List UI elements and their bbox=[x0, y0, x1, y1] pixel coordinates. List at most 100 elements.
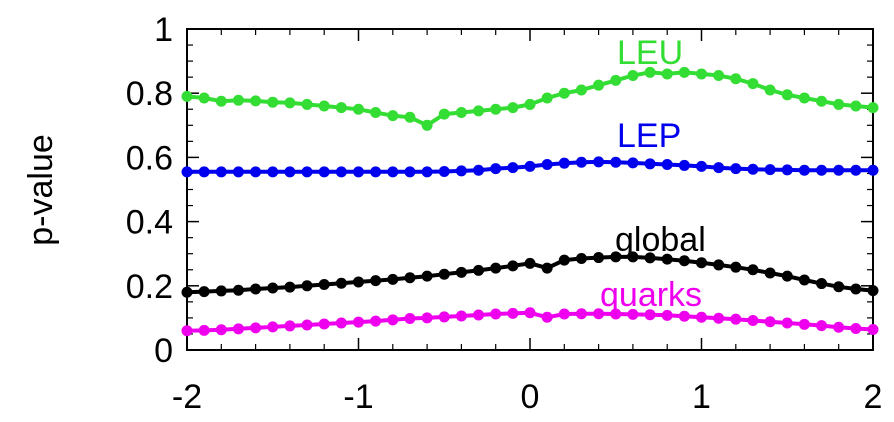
data-point-quarks bbox=[867, 323, 879, 335]
series-leu bbox=[181, 66, 879, 131]
data-point-leu bbox=[250, 95, 262, 107]
data-point-quarks bbox=[370, 315, 382, 327]
data-point-global bbox=[232, 284, 244, 296]
data-point-quarks bbox=[181, 325, 193, 337]
data-point-quarks bbox=[335, 317, 347, 329]
x-tick-label: 2 bbox=[864, 378, 883, 416]
data-point-global bbox=[267, 282, 279, 294]
y-tick-label: 1 bbox=[154, 11, 173, 49]
data-point-leu bbox=[335, 102, 347, 114]
data-point-leu bbox=[353, 103, 364, 115]
data-point-lep bbox=[541, 158, 553, 170]
data-point-leu bbox=[387, 110, 399, 122]
data-point-quarks bbox=[353, 316, 364, 328]
data-point-lep bbox=[644, 158, 656, 170]
data-point-lep bbox=[250, 166, 262, 178]
series-label-global: global bbox=[615, 221, 706, 259]
data-point-leu bbox=[713, 70, 725, 82]
y-tick-label: 0 bbox=[154, 332, 173, 370]
series-layer bbox=[181, 66, 879, 337]
data-point-quarks bbox=[507, 307, 519, 319]
data-point-quarks bbox=[267, 321, 279, 333]
data-point-global bbox=[696, 257, 707, 269]
data-point-lep bbox=[301, 166, 313, 178]
data-point-lep bbox=[284, 166, 296, 178]
data-point-global bbox=[353, 276, 364, 288]
data-point-lep bbox=[267, 166, 279, 178]
data-point-lep bbox=[507, 162, 519, 174]
data-point-lep bbox=[575, 156, 587, 168]
data-point-leu bbox=[455, 106, 467, 118]
data-point-quarks bbox=[524, 307, 536, 319]
data-point-global bbox=[490, 262, 502, 274]
data-point-leu bbox=[593, 79, 605, 91]
data-point-leu bbox=[610, 74, 622, 86]
data-point-lep bbox=[661, 158, 673, 170]
data-point-global bbox=[644, 252, 656, 264]
data-point-quarks bbox=[781, 317, 793, 329]
data-point-quarks bbox=[455, 310, 467, 322]
data-point-global bbox=[524, 257, 536, 269]
data-point-leu bbox=[198, 92, 210, 104]
data-point-global bbox=[421, 270, 433, 282]
data-point-lep bbox=[473, 164, 485, 176]
data-point-lep bbox=[490, 163, 502, 175]
data-point-lep bbox=[678, 159, 690, 171]
data-point-global bbox=[867, 285, 879, 297]
data-point-global bbox=[764, 267, 776, 279]
data-point-lep bbox=[610, 156, 622, 168]
data-point-quarks bbox=[198, 324, 210, 336]
data-point-lep bbox=[833, 164, 845, 176]
data-point-global bbox=[747, 264, 759, 276]
data-point-lep bbox=[747, 163, 759, 175]
x-tick-label: -1 bbox=[343, 378, 373, 416]
data-point-quarks bbox=[404, 313, 416, 325]
data-point-quarks bbox=[250, 322, 262, 334]
data-point-quarks bbox=[387, 314, 399, 326]
series-lep bbox=[181, 156, 879, 178]
data-point-global bbox=[335, 277, 347, 289]
data-point-lep bbox=[404, 166, 416, 178]
data-point-leu bbox=[644, 66, 656, 78]
data-point-global bbox=[318, 279, 330, 291]
data-point-lep bbox=[232, 166, 244, 178]
data-point-quarks bbox=[850, 322, 862, 334]
data-point-leu bbox=[215, 95, 227, 107]
data-point-leu bbox=[181, 90, 193, 102]
data-point-global bbox=[541, 262, 553, 274]
data-point-lep bbox=[558, 157, 570, 169]
data-point-global bbox=[438, 268, 450, 280]
data-point-leu bbox=[747, 78, 759, 90]
data-point-lep bbox=[181, 166, 193, 178]
series-label-lep: LEP bbox=[617, 117, 681, 155]
data-point-global bbox=[215, 285, 227, 297]
data-point-lep bbox=[215, 166, 227, 178]
data-point-lep bbox=[421, 166, 433, 178]
data-point-quarks bbox=[284, 320, 296, 332]
data-point-lep bbox=[318, 166, 330, 178]
data-point-quarks bbox=[816, 320, 828, 332]
data-point-leu bbox=[627, 70, 639, 82]
data-point-leu bbox=[524, 98, 536, 110]
data-point-lep bbox=[867, 164, 879, 176]
data-point-quarks bbox=[678, 310, 690, 322]
data-point-leu bbox=[678, 66, 690, 78]
data-point-quarks bbox=[490, 308, 502, 320]
data-point-leu bbox=[816, 95, 828, 107]
data-point-global bbox=[387, 273, 399, 285]
data-point-quarks bbox=[558, 308, 570, 320]
data-point-global bbox=[301, 280, 313, 292]
data-point-leu bbox=[301, 98, 313, 110]
data-point-leu bbox=[438, 108, 450, 120]
data-point-quarks bbox=[730, 313, 742, 325]
data-point-global bbox=[455, 266, 467, 278]
data-point-lep bbox=[387, 166, 399, 178]
data-point-quarks bbox=[747, 314, 759, 326]
data-point-leu bbox=[764, 84, 776, 96]
plot-border bbox=[186, 28, 874, 351]
data-point-global bbox=[610, 251, 622, 263]
series-label-leu: LEU bbox=[617, 34, 683, 72]
series-global bbox=[181, 251, 879, 298]
data-point-lep bbox=[455, 165, 467, 177]
data-point-quarks bbox=[764, 316, 776, 328]
